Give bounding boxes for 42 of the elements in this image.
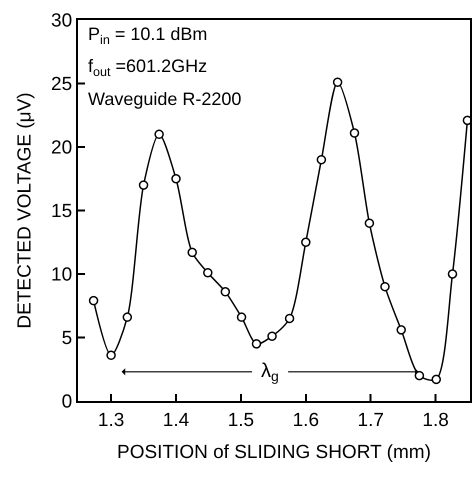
y-tick-label: 20	[51, 138, 72, 159]
x-tick-label: 1.5	[228, 410, 254, 431]
annotation: λ$_{g}$	[261, 360, 279, 384]
point	[364, 218, 374, 228]
x-tick-label: 1.8	[422, 410, 449, 431]
point	[267, 331, 277, 341]
annotation: P$_{in}$ = 10.1 dBm	[88, 24, 208, 47]
x-tick-label: 1.4	[162, 410, 190, 431]
point	[301, 238, 311, 247]
point	[284, 314, 294, 324]
y-tick-label: 10	[51, 264, 72, 286]
point	[350, 128, 360, 138]
point	[414, 370, 424, 380]
point	[203, 268, 213, 278]
point	[122, 312, 132, 322]
y-axis-title: DETECTED VOLTAGE (μV)	[14, 92, 36, 329]
point	[138, 180, 148, 190]
point	[252, 339, 262, 349]
point	[154, 130, 164, 140]
point	[396, 325, 406, 335]
point	[187, 248, 197, 258]
y-tick-label: 15	[51, 201, 72, 222]
point	[220, 287, 230, 297]
x-tick-label: 1.7	[357, 410, 384, 431]
x-tick-label: 1.3	[98, 410, 124, 431]
point	[316, 154, 326, 164]
x-axis-title: POSITION of SLIDING SHORT (mm)	[117, 442, 431, 464]
point	[88, 296, 98, 306]
point	[448, 269, 458, 279]
point	[106, 350, 116, 360]
point	[380, 282, 390, 292]
x-tick-label: 1.6	[292, 410, 320, 431]
point	[171, 174, 181, 184]
point	[432, 374, 441, 384]
y-tick-label: 0	[62, 392, 72, 413]
y-tick-label: 5	[62, 328, 72, 350]
annotation: Waveguide R-2200	[88, 89, 242, 109]
y-tick-label: 25	[51, 74, 72, 96]
annotation: f$_{out}$ =601.2GHz	[88, 56, 208, 79]
point	[236, 312, 246, 322]
point	[332, 77, 342, 87]
y-tick-label: 30	[51, 10, 72, 32]
